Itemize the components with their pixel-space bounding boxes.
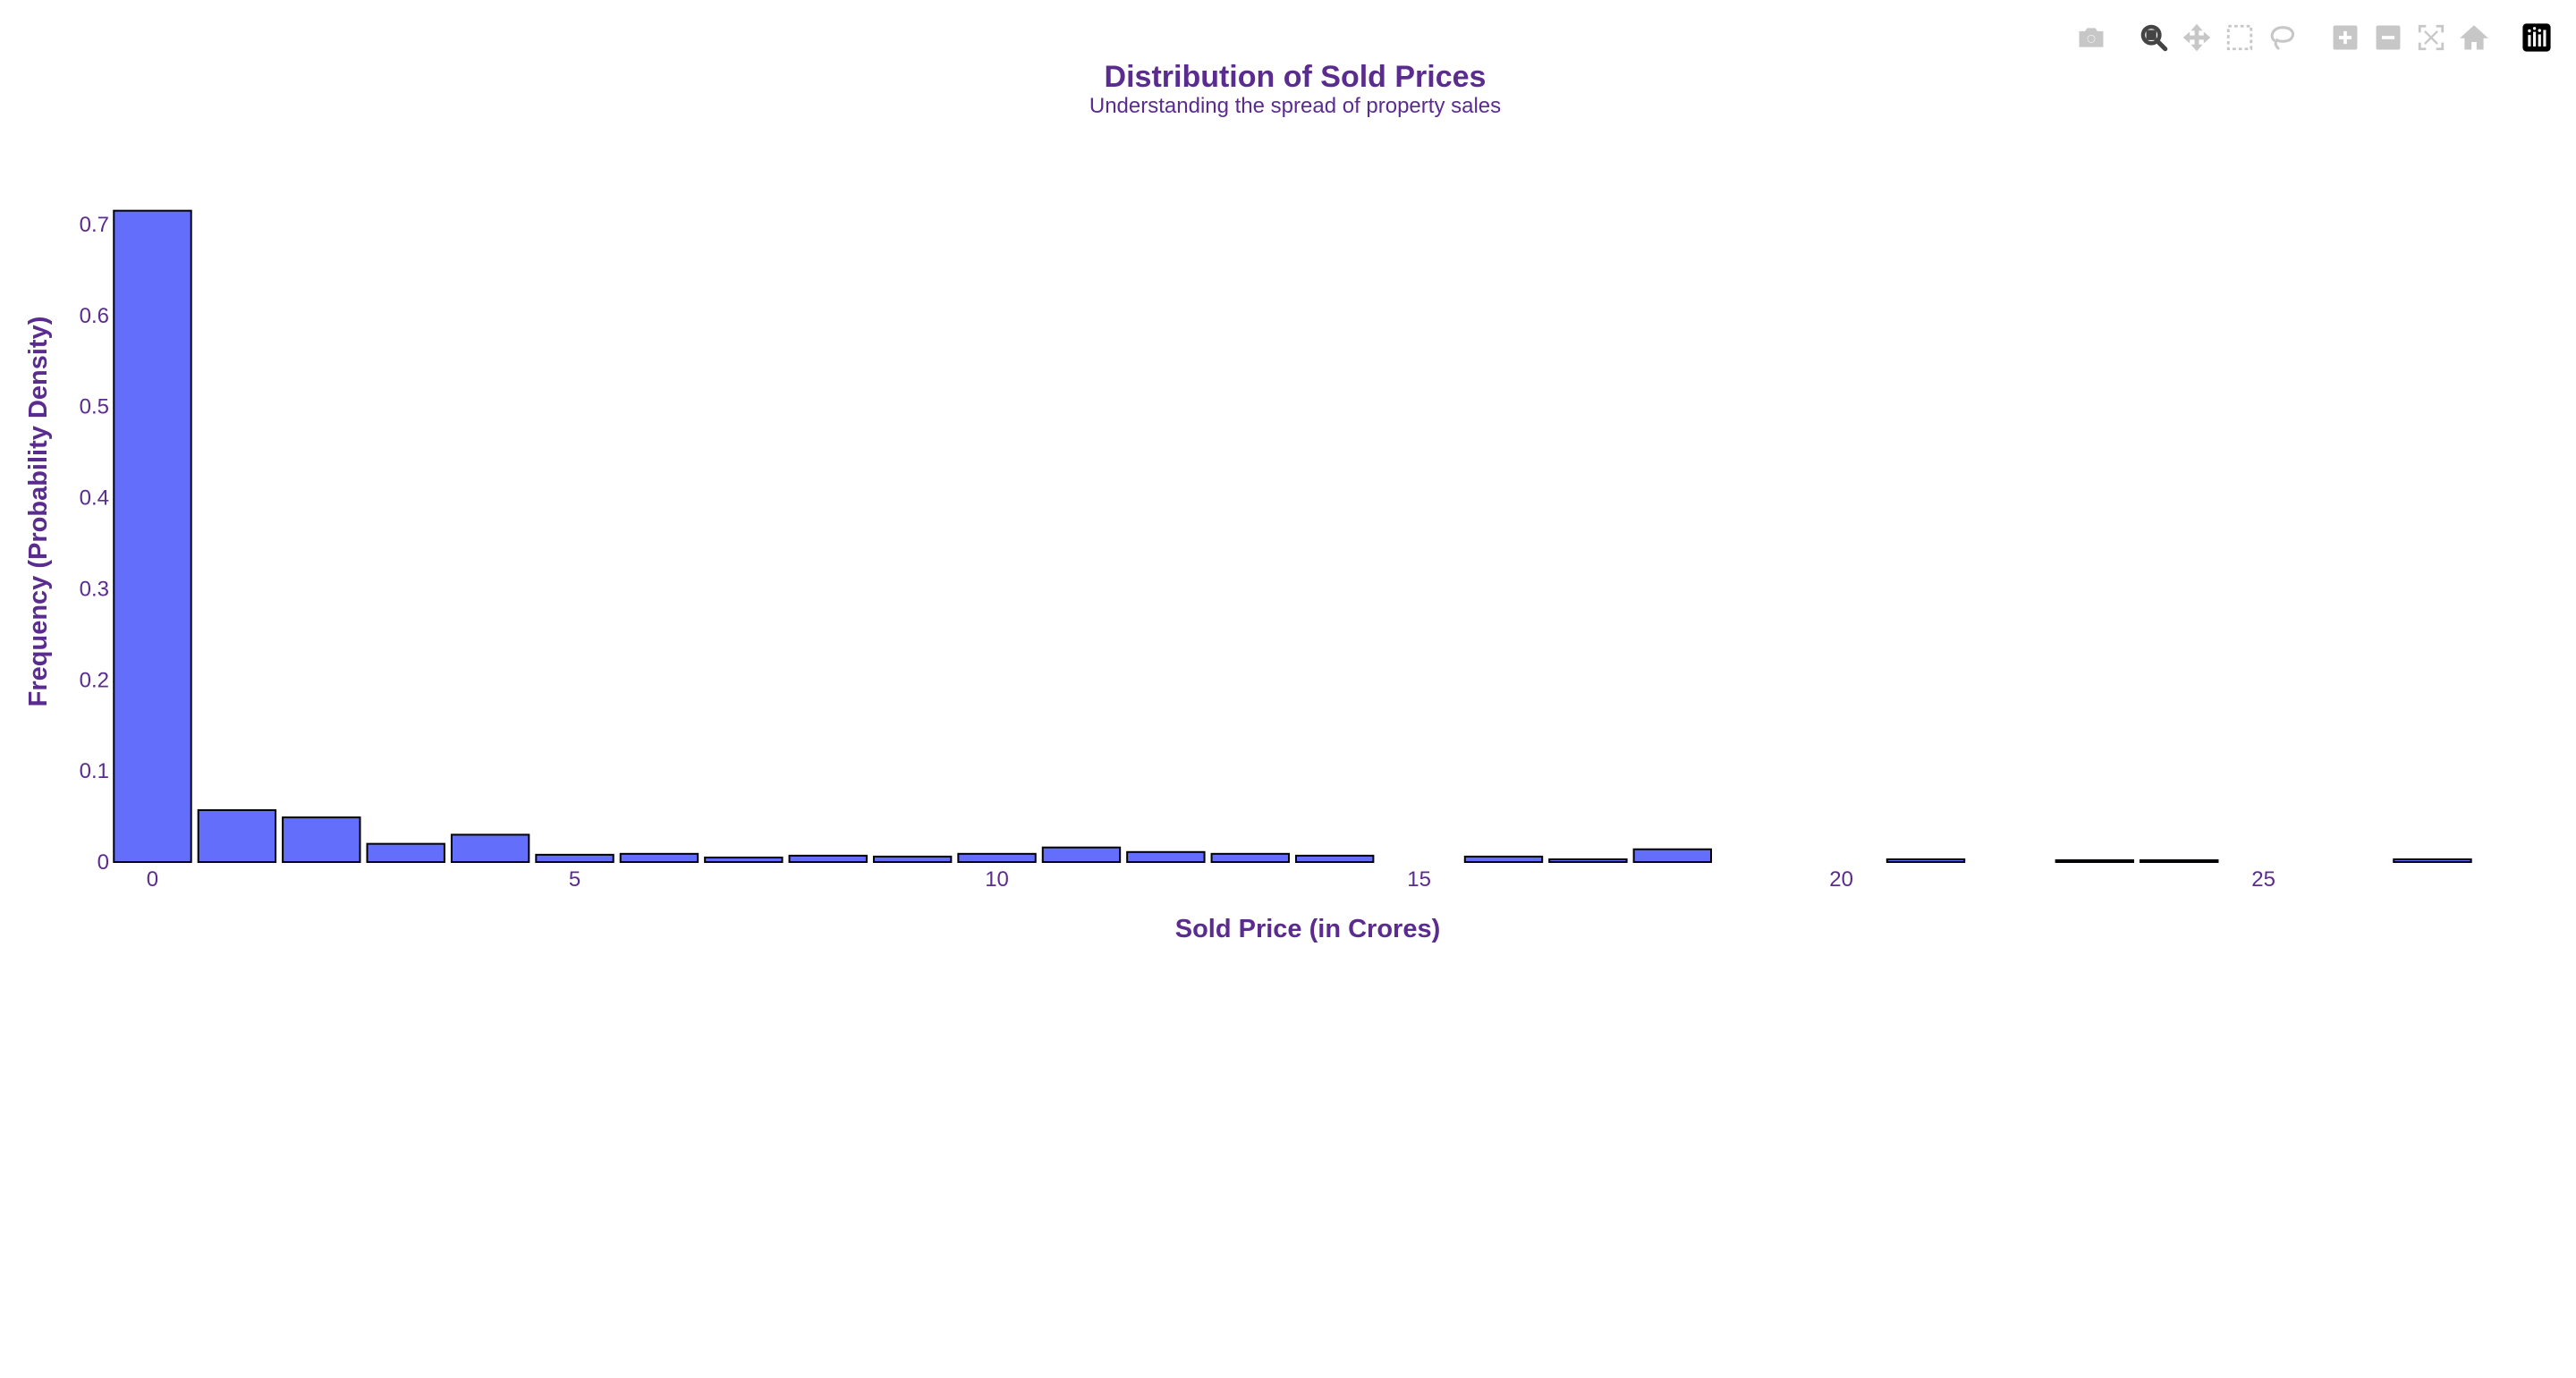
x-tick-label: 25 (2251, 867, 2275, 892)
histogram-bar[interactable] (450, 833, 530, 864)
histogram-bar[interactable] (1632, 848, 1713, 863)
y-tick-label: 0.4 (80, 486, 109, 511)
y-tick-label: 0.5 (80, 395, 109, 419)
lasso-select-icon[interactable] (2265, 20, 2301, 55)
zoom-out-icon[interactable] (2370, 20, 2406, 55)
histogram-bar[interactable] (704, 856, 784, 863)
histogram-bar[interactable] (619, 852, 699, 864)
chart-title: Distribution of Sold Prices (1105, 60, 1487, 94)
x-tick-label: 5 (569, 867, 580, 892)
histogram-bar[interactable] (2393, 858, 2472, 864)
x-tick-label: 10 (985, 867, 1009, 892)
autoscale-icon[interactable] (2413, 20, 2449, 55)
x-tick-label: 20 (1829, 867, 1853, 892)
x-tick-label: 15 (1407, 867, 1431, 892)
histogram-bar[interactable] (1548, 858, 1628, 864)
zoom-in-icon[interactable] (2327, 20, 2363, 55)
plotly-logo-icon[interactable] (2519, 20, 2555, 55)
y-tick-label: 0.3 (80, 577, 109, 601)
y-tick-label: 0.7 (80, 213, 109, 237)
histogram-bar[interactable] (957, 852, 1037, 864)
histogram-bar[interactable] (1210, 852, 1290, 864)
bars-group (113, 209, 2472, 864)
x-axis-ticks: 0 5 10 15 20 25 (147, 867, 2275, 892)
modebar (2073, 20, 2555, 55)
y-tick-label: 0.1 (80, 759, 109, 783)
box-select-icon[interactable] (2222, 20, 2258, 55)
histogram-bar[interactable] (1126, 850, 1206, 863)
x-tick-label: 0 (147, 867, 158, 892)
histogram-bar[interactable] (2055, 858, 2135, 864)
histogram-bar[interactable] (366, 842, 445, 864)
reset-axes-icon[interactable] (2456, 20, 2492, 55)
histogram-bar[interactable] (2140, 858, 2219, 864)
histogram-bar[interactable] (113, 209, 192, 863)
histogram-bar[interactable] (1041, 846, 1122, 864)
histogram-bar[interactable] (535, 853, 614, 863)
y-axis-ticks: 0 0.1 0.2 0.3 0.4 0.5 0.6 0.7 (80, 213, 109, 875)
y-tick-label: 0.2 (80, 668, 109, 692)
pan-icon[interactable] (2179, 20, 2215, 55)
histogram-bar[interactable] (197, 808, 277, 864)
histogram-bar[interactable] (788, 854, 868, 863)
y-tick-label: 0 (97, 850, 109, 875)
histogram-bar[interactable] (1463, 855, 1544, 864)
zoom-icon[interactable] (2136, 20, 2172, 55)
x-axis-label: Sold Price (in Crores) (1175, 915, 1441, 943)
y-axis-label: Frequency (Probability Density) (24, 317, 53, 707)
chart-subtitle: Understanding the spread of property sal… (1089, 94, 1501, 118)
histogram-bar[interactable] (1885, 858, 1966, 864)
y-tick-label: 0.6 (80, 304, 109, 328)
histogram-bar[interactable] (282, 816, 361, 864)
camera-icon[interactable] (2073, 20, 2109, 55)
histogram-bar[interactable] (1294, 854, 1375, 863)
histogram-bar[interactable] (872, 855, 953, 864)
